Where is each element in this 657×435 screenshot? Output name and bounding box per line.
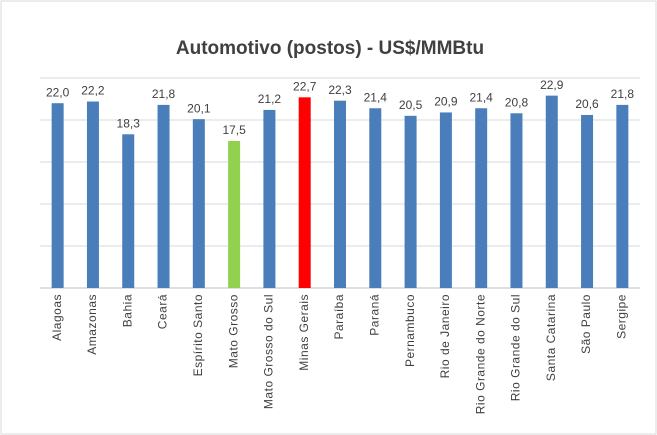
bar (581, 114, 594, 289)
x-tick-label: Rio Grande do Sul (509, 294, 523, 401)
x-tick-label: Sergipe (615, 294, 629, 339)
x-tick-label: Rio Grande do Norte (473, 294, 487, 414)
bar (263, 109, 276, 288)
x-tick-label: Ceará (156, 294, 170, 329)
value-label: 20,5 (399, 98, 423, 112)
x-tick-label: Amazonas (85, 294, 99, 355)
bar (369, 108, 382, 289)
x-tick-label: Rio de Janeiro (438, 294, 452, 378)
value-label: 20,6 (575, 97, 599, 111)
x-tick-label: Mato Grosso (226, 294, 240, 368)
x-tick-label: Espírito Santo (191, 294, 205, 376)
bar (439, 112, 452, 288)
value-label: 22,7 (293, 79, 317, 93)
x-tick-label: Alagoas (50, 294, 64, 341)
bar (122, 134, 135, 288)
x-tick-label: Paraná (367, 294, 381, 336)
value-label: 20,9 (434, 95, 458, 109)
bar (51, 103, 64, 288)
x-tick-label: Paraíba (332, 294, 346, 340)
value-label: 20,8 (505, 95, 529, 109)
bar (228, 141, 241, 288)
x-tick-label: São Paulo (579, 294, 593, 354)
x-tick-label: Santa Catarina (544, 294, 558, 381)
bar (86, 101, 99, 289)
bar (298, 97, 311, 288)
value-label: 22,9 (540, 78, 564, 92)
bar (475, 108, 488, 289)
bar (545, 95, 558, 288)
x-tick-label: Bahia (120, 294, 134, 327)
bar (404, 115, 417, 288)
bar (192, 119, 205, 288)
value-label: 17,5 (222, 123, 246, 137)
bar (157, 104, 170, 288)
value-label: 21,4 (364, 90, 388, 104)
value-label: 22,2 (81, 84, 105, 98)
value-label: 20,1 (187, 101, 211, 115)
value-label: 21,2 (258, 92, 282, 106)
value-label: 18,3 (117, 116, 141, 130)
x-tick-label: Pernambuco (403, 294, 417, 367)
bar (510, 113, 523, 288)
bar (334, 100, 346, 289)
x-tick-label: Minas Gerais (297, 294, 311, 371)
value-label: 21,8 (611, 87, 635, 101)
value-label: 21,4 (469, 90, 493, 104)
chart-title: Automotivo (postos) - US$/MMBtu (176, 38, 484, 59)
value-label: 21,8 (152, 87, 176, 101)
value-label: 22,3 (328, 83, 352, 97)
bar (616, 104, 629, 288)
value-label: 22,0 (46, 85, 70, 99)
x-tick-label: Mato Grosso do Sul (262, 294, 276, 409)
